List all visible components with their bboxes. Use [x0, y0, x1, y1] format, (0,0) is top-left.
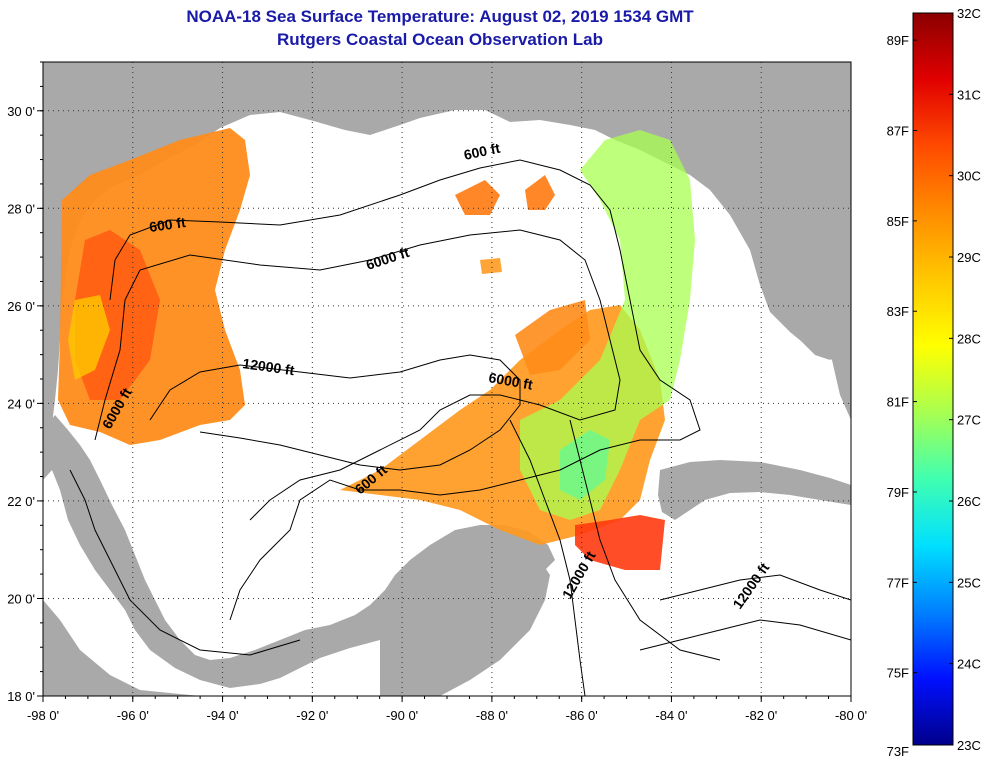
- lon-tick-label: -80 0': [835, 708, 867, 723]
- title-line2: Rutgers Coastal Ocean Observation Lab: [277, 30, 603, 49]
- land-us: [43, 62, 851, 480]
- bathymetry-contours: [69, 159, 851, 696]
- colorbar-f-label: 79F: [887, 485, 909, 500]
- lon-tick-label: -84 0': [655, 708, 687, 723]
- colorbar-c-label: 29C: [957, 250, 981, 265]
- colorbar-f-label: 77F: [887, 575, 909, 590]
- colorbar-f-label: 87F: [887, 123, 909, 138]
- colorbar-labels: 32C 31C 30C 29C 28C 27C 26C 25C 24C 23C 89F 87F 85F 8…: [887, 6, 981, 759]
- colorbar-f-label: 73F: [887, 744, 909, 759]
- lat-tick-label: 28 0': [7, 201, 35, 216]
- colorbar-c-label: 31C: [957, 87, 981, 102]
- land-mexico-south: [43, 600, 200, 696]
- sst-patch-north: [455, 180, 500, 215]
- colorbar-f-label: 83F: [887, 304, 909, 319]
- sst-swath-west-yellow: [68, 295, 110, 380]
- contour-west-shelf: [69, 469, 301, 656]
- title-line1: NOAA-18 Sea Surface Temperature: August …: [186, 7, 694, 26]
- lon-tick-label: -86 0': [566, 708, 598, 723]
- land-mexico-west: [43, 415, 555, 688]
- sst-patch-small: [480, 258, 502, 274]
- contour-6000ft: [94, 229, 621, 521]
- contour-600ft: [109, 159, 701, 621]
- land-florida: [752, 120, 842, 360]
- sst-patch-north2: [525, 175, 555, 210]
- lon-tick-label: -96 0': [117, 708, 149, 723]
- lon-tick-label: -98 0': [27, 708, 59, 723]
- colorbar-c-label: 30C: [957, 169, 981, 184]
- lon-tick-label: -90 0': [386, 708, 418, 723]
- lon-tick-label: -92 0': [296, 708, 328, 723]
- contour-12000ft: [149, 354, 521, 471]
- lat-tick-label: 18 0': [7, 689, 35, 704]
- map-frame: [42, 61, 852, 697]
- land-yucatan: [380, 552, 550, 696]
- colorbar-f-label: 89F: [887, 33, 909, 48]
- colorbar-c-label: 26C: [957, 494, 981, 509]
- contour-label: 600 ft: [148, 214, 187, 235]
- contour-yucatan-channel-2: [569, 419, 721, 661]
- colorbar-c-label: 25C: [957, 575, 981, 590]
- sst-swath-mid-orange: [515, 300, 590, 375]
- contour-caribbean: [659, 574, 851, 601]
- lat-tick-label: 24 0': [7, 396, 35, 411]
- colorbar-f-label: 81F: [887, 395, 909, 410]
- lon-tick-label: -88 0': [476, 708, 508, 723]
- contour-yucatan-channel: [509, 419, 586, 696]
- lat-tick-label: 22 0': [7, 494, 35, 509]
- lat-tick-label: 26 0': [7, 299, 35, 314]
- colorbar-f-label: 75F: [887, 666, 909, 681]
- contour-label: 12000 ft: [242, 355, 296, 378]
- lat-tick-label: 30 0': [7, 104, 35, 119]
- sst-swath-east-cool: [520, 130, 695, 520]
- sst-swath-east-cyan: [560, 430, 610, 500]
- colorbar-c-label: 23C: [957, 738, 981, 753]
- land-cuba: [658, 460, 851, 520]
- contour-label: 6000 ft: [487, 369, 534, 393]
- lon-tick-label: -82 0': [745, 708, 777, 723]
- map-axes: -98 0' -96 0' -94 0' -92 0' -90 0' -88 0' -86 …: [7, 61, 867, 723]
- contour-caribbean-2: [639, 619, 851, 651]
- colorbar: [912, 12, 954, 746]
- sst-data-layer: [58, 128, 695, 570]
- lat-tick-label: 20 0': [7, 591, 35, 606]
- colorbar-c-label: 27C: [957, 413, 981, 428]
- colorbar-c-label: 24C: [957, 657, 981, 672]
- lon-tick-label: -94 0': [206, 708, 238, 723]
- colorbar-f-label: 85F: [887, 214, 909, 229]
- colorbar-c-label: 28C: [957, 331, 981, 346]
- colorbar-c-label: 32C: [957, 6, 981, 21]
